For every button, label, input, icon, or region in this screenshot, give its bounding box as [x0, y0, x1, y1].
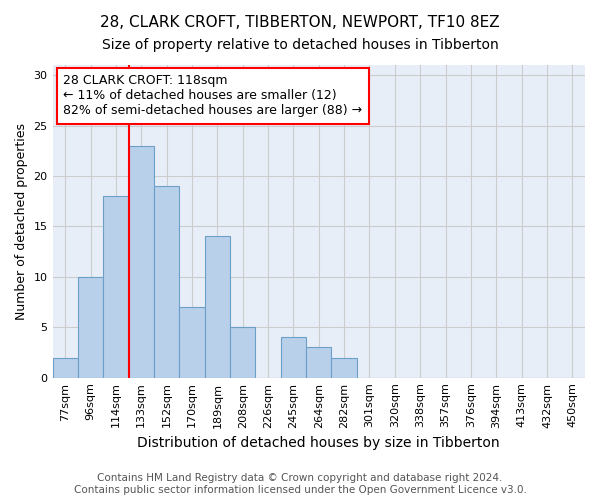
Bar	[331, 358, 357, 378]
Bar	[78, 277, 103, 378]
Bar	[230, 327, 256, 378]
Bar	[53, 358, 78, 378]
Bar	[281, 338, 306, 378]
Text: 28, CLARK CROFT, TIBBERTON, NEWPORT, TF10 8EZ: 28, CLARK CROFT, TIBBERTON, NEWPORT, TF1…	[100, 15, 500, 30]
Bar	[205, 236, 230, 378]
Bar	[306, 348, 331, 378]
Bar	[179, 307, 205, 378]
Text: Size of property relative to detached houses in Tibberton: Size of property relative to detached ho…	[101, 38, 499, 52]
Y-axis label: Number of detached properties: Number of detached properties	[15, 123, 28, 320]
Text: 28 CLARK CROFT: 118sqm
← 11% of detached houses are smaller (12)
82% of semi-det: 28 CLARK CROFT: 118sqm ← 11% of detached…	[63, 74, 362, 118]
X-axis label: Distribution of detached houses by size in Tibberton: Distribution of detached houses by size …	[137, 436, 500, 450]
Bar	[128, 146, 154, 378]
Bar	[103, 196, 128, 378]
Text: Contains HM Land Registry data © Crown copyright and database right 2024.
Contai: Contains HM Land Registry data © Crown c…	[74, 474, 526, 495]
Bar	[154, 186, 179, 378]
